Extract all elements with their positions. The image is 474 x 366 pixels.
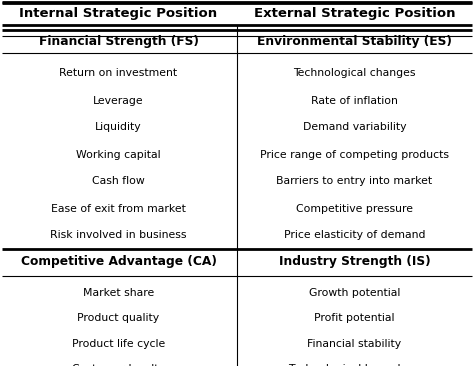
Text: Financial Strength (FS): Financial Strength (FS) xyxy=(38,34,199,48)
Text: Cash flow: Cash flow xyxy=(92,176,145,187)
Text: Technological know-how: Technological know-how xyxy=(289,364,420,366)
Text: Environmental Stability (ES): Environmental Stability (ES) xyxy=(257,34,452,48)
Text: Demand variability: Demand variability xyxy=(303,123,406,132)
Text: Leverage: Leverage xyxy=(93,96,144,105)
Text: Working capital: Working capital xyxy=(76,149,161,160)
Text: Risk involved in business: Risk involved in business xyxy=(50,231,187,240)
Text: Industry Strength (IS): Industry Strength (IS) xyxy=(279,255,430,269)
Text: Price range of competing products: Price range of competing products xyxy=(260,149,449,160)
Text: Market share: Market share xyxy=(83,288,154,298)
Text: Growth potential: Growth potential xyxy=(309,288,400,298)
Text: Financial stability: Financial stability xyxy=(308,339,401,349)
Text: External Strategic Position: External Strategic Position xyxy=(254,7,455,19)
Text: Price elasticity of demand: Price elasticity of demand xyxy=(284,231,425,240)
Text: Customer loyalty: Customer loyalty xyxy=(72,364,165,366)
Text: Competitive Advantage (CA): Competitive Advantage (CA) xyxy=(20,255,217,269)
Text: Internal Strategic Position: Internal Strategic Position xyxy=(19,7,218,19)
Text: Barriers to entry into market: Barriers to entry into market xyxy=(276,176,433,187)
Text: Product life cycle: Product life cycle xyxy=(72,339,165,349)
Text: Technological changes: Technological changes xyxy=(293,68,416,78)
Text: Product quality: Product quality xyxy=(77,313,160,323)
Text: Competitive pressure: Competitive pressure xyxy=(296,203,413,213)
Text: Liquidity: Liquidity xyxy=(95,123,142,132)
Text: Profit potential: Profit potential xyxy=(314,313,395,323)
Text: Return on investment: Return on investment xyxy=(59,68,178,78)
Text: Ease of exit from market: Ease of exit from market xyxy=(51,203,186,213)
Text: Rate of inflation: Rate of inflation xyxy=(311,96,398,105)
